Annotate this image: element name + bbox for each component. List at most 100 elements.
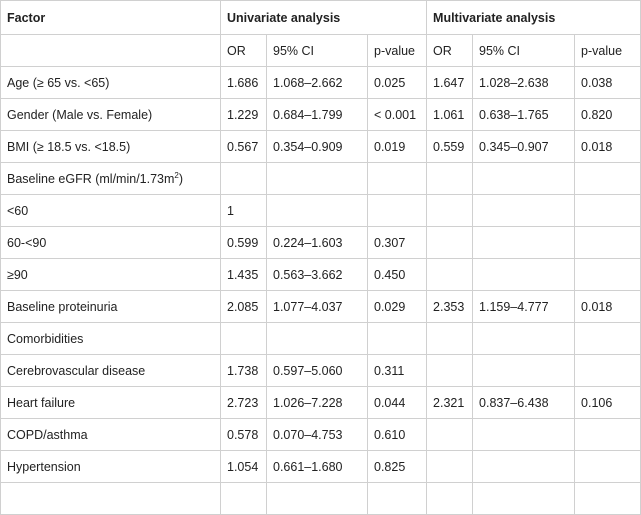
header-row-groups: Factor Univariate analysis Multivariate … bbox=[0, 0, 641, 35]
uni-ci-cell: 0.684–1.799 bbox=[266, 98, 368, 131]
multi-ci-cell bbox=[472, 226, 576, 259]
egfr-label-prefix: Baseline eGFR (ml/min/1.73m bbox=[7, 171, 175, 186]
multi-or-cell bbox=[426, 482, 474, 515]
uni-or-cell: 2.085 bbox=[220, 290, 267, 323]
uni-ci-cell: 0.070–4.753 bbox=[266, 418, 368, 451]
uni-p-cell: 0.311 bbox=[366, 354, 428, 387]
table-row: 60-<90 0.599 0.224–1.603 0.307 bbox=[0, 226, 641, 259]
multi-p-header: p-value bbox=[574, 34, 641, 67]
uni-p-cell: 0.307 bbox=[366, 226, 428, 259]
uni-p-cell: 0.044 bbox=[366, 386, 428, 419]
uni-ci-header: 95% CI bbox=[266, 34, 368, 67]
multi-or-cell bbox=[426, 450, 474, 483]
uni-or-cell: 1.738 bbox=[220, 354, 267, 387]
table-row: Baseline proteinuria 2.085 1.077–4.037 0.02… bbox=[0, 290, 641, 323]
multi-ci-cell: 0.837–6.438 bbox=[472, 386, 576, 419]
uni-ci-cell: 1.068–2.662 bbox=[266, 66, 368, 99]
header-row-columns: OR 95% CI p-value OR 95% CI p-value bbox=[0, 34, 641, 67]
multi-ci-cell: 1.159–4.777 bbox=[472, 290, 576, 323]
table-row: Cerebrovascular disease 1.738 0.597–5.060 0… bbox=[0, 354, 641, 387]
multi-ci-cell bbox=[472, 258, 576, 291]
multi-ci-cell bbox=[472, 354, 576, 387]
multivariate-header: Multivariate analysis bbox=[426, 0, 641, 35]
multi-ci-header: 95% CI bbox=[472, 34, 576, 67]
multi-p-cell bbox=[574, 162, 641, 195]
uni-or-cell bbox=[220, 162, 267, 195]
factor-cell: BMI (≥ 18.5 vs. <18.5) bbox=[0, 130, 221, 163]
multi-p-cell bbox=[574, 226, 641, 259]
uni-or-cell: 1.435 bbox=[220, 258, 267, 291]
factor-cell: <60 bbox=[0, 194, 221, 227]
multi-p-cell: 0.820 bbox=[574, 98, 641, 131]
uni-ci-cell: 0.354–0.909 bbox=[266, 130, 368, 163]
factor-cell: Gender (Male vs. Female) bbox=[0, 98, 221, 131]
uni-p-cell bbox=[366, 194, 428, 227]
table-row: Comorbidities bbox=[0, 322, 641, 355]
table-row: Hypertension 1.054 0.661–1.680 0.825 bbox=[0, 450, 641, 483]
factor-cell: Comorbidities bbox=[0, 322, 221, 355]
uni-or-cell: 1 bbox=[220, 194, 267, 227]
table-row: <60 1 bbox=[0, 194, 641, 227]
multi-or-cell: 2.321 bbox=[426, 386, 474, 419]
factor-cell: Baseline proteinuria bbox=[0, 290, 221, 323]
multi-ci-cell bbox=[472, 194, 576, 227]
multi-ci-cell bbox=[472, 418, 576, 451]
table-body: Age (≥ 65 vs. <65) 1.686 1.068–2.662 0.025 1… bbox=[0, 66, 641, 515]
multi-or-cell: 1.061 bbox=[426, 98, 474, 131]
uni-p-cell: 0.450 bbox=[366, 258, 428, 291]
uni-ci-cell bbox=[266, 194, 368, 227]
uni-or-cell: 2.723 bbox=[220, 386, 267, 419]
univariate-header: Univariate analysis bbox=[219, 0, 428, 35]
table-row: COPD/asthma 0.578 0.070–4.753 0.610 bbox=[0, 418, 641, 451]
table-row: Baseline eGFR (ml/min/1.73m2) bbox=[0, 162, 641, 195]
multi-or-cell bbox=[426, 354, 474, 387]
multi-p-cell bbox=[574, 322, 641, 355]
uni-p-cell bbox=[366, 322, 428, 355]
uni-p-cell: 0.019 bbox=[366, 130, 428, 163]
factor-cell: Age (≥ 65 vs. <65) bbox=[0, 66, 221, 99]
uni-ci-cell: 1.026–7.228 bbox=[266, 386, 368, 419]
uni-or-header: OR bbox=[220, 34, 267, 67]
uni-p-cell: < 0.001 bbox=[366, 98, 428, 131]
multi-or-cell bbox=[426, 322, 474, 355]
multi-or-cell bbox=[426, 162, 474, 195]
multi-ci-cell bbox=[472, 482, 576, 515]
table-row: Heart failure 2.723 1.026–7.228 0.044 2.321 0… bbox=[0, 386, 641, 419]
uni-p-cell: 0.029 bbox=[366, 290, 428, 323]
multi-or-header: OR bbox=[426, 34, 474, 67]
factor-cell: Hypertension bbox=[0, 450, 221, 483]
egfr-label-superscript: 2 bbox=[174, 170, 179, 180]
multi-or-cell bbox=[426, 258, 474, 291]
multi-ci-cell: 1.028–2.638 bbox=[472, 66, 576, 99]
uni-or-cell bbox=[220, 482, 267, 515]
multi-or-cell bbox=[426, 418, 474, 451]
table-row bbox=[0, 482, 641, 515]
table-row: ≥90 1.435 0.563–3.662 0.450 bbox=[0, 258, 641, 291]
multi-p-cell bbox=[574, 418, 641, 451]
uni-or-cell: 0.599 bbox=[220, 226, 267, 259]
factor-cell: COPD/asthma bbox=[0, 418, 221, 451]
factor-cell: 60-<90 bbox=[0, 226, 221, 259]
multi-p-cell bbox=[574, 194, 641, 227]
multi-ci-cell bbox=[472, 162, 576, 195]
multi-or-cell: 2.353 bbox=[426, 290, 474, 323]
multi-p-cell: 0.018 bbox=[574, 290, 641, 323]
uni-ci-cell bbox=[266, 162, 368, 195]
uni-p-cell: 0.825 bbox=[366, 450, 428, 483]
uni-or-cell: 1.686 bbox=[220, 66, 267, 99]
multi-p-cell bbox=[574, 258, 641, 291]
multi-p-cell bbox=[574, 482, 641, 515]
uni-or-cell: 1.054 bbox=[220, 450, 267, 483]
multi-p-cell: 0.018 bbox=[574, 130, 641, 163]
factor-cell: ≥90 bbox=[0, 258, 221, 291]
uni-or-cell: 0.578 bbox=[220, 418, 267, 451]
factor-cell: Baseline eGFR (ml/min/1.73m2) bbox=[0, 162, 221, 195]
multi-p-cell: 0.106 bbox=[574, 386, 641, 419]
uni-p-cell bbox=[366, 162, 428, 195]
multi-p-cell: 0.038 bbox=[574, 66, 641, 99]
uni-ci-cell: 0.661–1.680 bbox=[266, 450, 368, 483]
multi-or-cell: 0.559 bbox=[426, 130, 474, 163]
uni-ci-cell: 0.597–5.060 bbox=[266, 354, 368, 387]
egfr-label-suffix: ) bbox=[178, 171, 184, 186]
multi-or-cell bbox=[426, 194, 474, 227]
